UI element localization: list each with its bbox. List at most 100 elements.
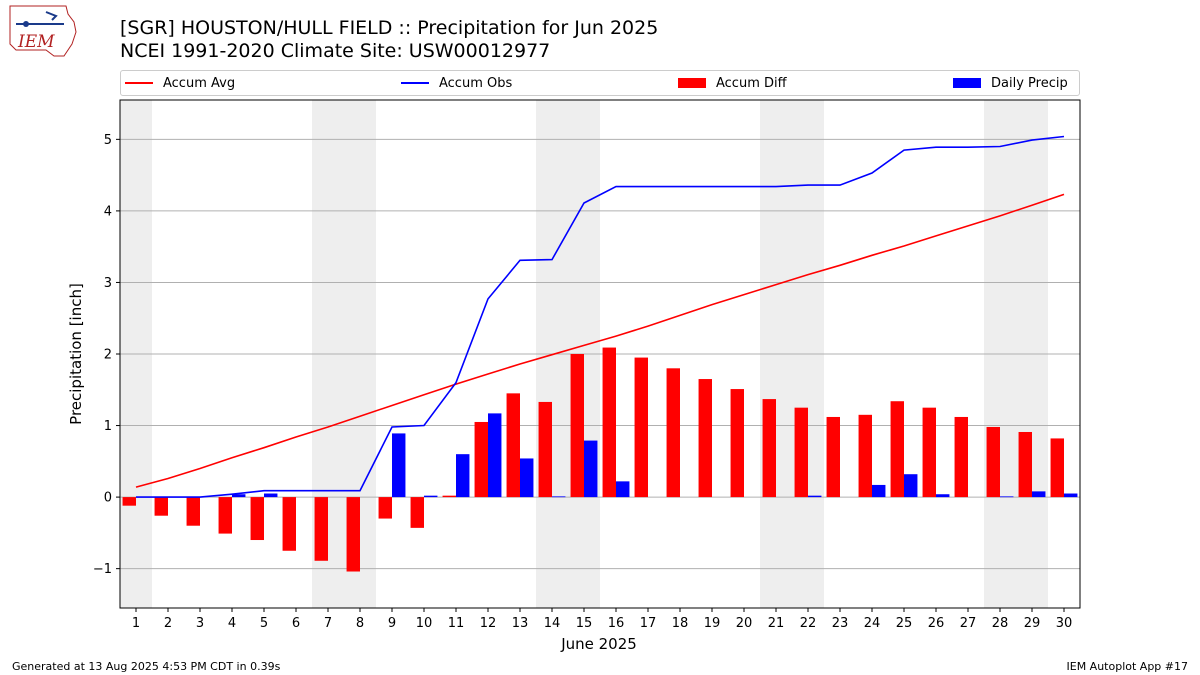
chart-title: [SGR] HOUSTON/HULL FIELD :: Precipitatio… [120, 17, 659, 39]
x-tick-label: 23 [832, 616, 849, 631]
daily-precip-bar [232, 494, 246, 498]
x-tick-label: 7 [324, 616, 332, 631]
accum-diff-bar [602, 347, 616, 498]
daily-precip-bar [392, 433, 406, 498]
accum-diff-bar [442, 495, 456, 498]
x-tick-label: 26 [928, 616, 945, 631]
x-tick-label: 30 [1056, 616, 1073, 631]
x-tick-label: 2 [164, 616, 172, 631]
legend-swatch-accum-avg [125, 82, 153, 84]
x-tick-label: 21 [768, 616, 785, 631]
x-tick-label: 4 [228, 616, 236, 631]
legend-swatch-accum-diff [678, 78, 706, 88]
accum-diff-bar [762, 399, 776, 498]
accum-diff-bar [634, 357, 648, 498]
x-tick-label: 27 [960, 616, 977, 631]
daily-precip-bar [616, 481, 630, 498]
daily-precip-bar [264, 493, 278, 498]
x-tick-label: 9 [388, 616, 396, 631]
legend-swatch-accum-obs [401, 82, 429, 84]
accum-avg-line [135, 193, 1065, 488]
x-tick-label: 13 [512, 616, 529, 631]
accum-diff-bar [954, 416, 968, 498]
plot-frame [119, 99, 1081, 609]
x-tick-label: 6 [292, 616, 300, 631]
y-tick-label: 2 [104, 348, 112, 363]
y-axis-label: Precipitation [inch] [67, 283, 85, 425]
chart-legend: Accum Avg Accum Obs Accum Diff Daily Pre… [120, 70, 1080, 96]
accum-diff-bar [730, 389, 744, 498]
accum-diff-bar [282, 497, 296, 551]
daily-precip-bar [552, 496, 566, 498]
legend-entry-accum-obs: Accum Obs [401, 74, 512, 92]
accum-diff-bar [538, 401, 552, 498]
x-tick-label: 24 [864, 616, 881, 631]
x-tick-label: 11 [448, 616, 465, 631]
x-tick-label: 18 [672, 616, 689, 631]
accum-diff-bar [154, 497, 168, 516]
y-tick-label: 1 [104, 419, 112, 434]
legend-entry-accum-diff: Accum Diff [678, 74, 787, 92]
accum-diff-bar [218, 497, 232, 534]
y-tick-label: 4 [104, 204, 112, 219]
x-tick-label: 19 [704, 616, 721, 631]
daily-precip-bar [904, 474, 918, 498]
daily-precip-bar [1064, 493, 1078, 498]
daily-precip-bar [520, 458, 534, 498]
accum-diff-bar [826, 416, 840, 498]
accum-diff-bar [570, 354, 584, 498]
legend-swatch-daily-precip [953, 78, 981, 88]
accum-diff-bar [1050, 438, 1064, 498]
accum-diff-bar [410, 497, 424, 528]
daily-precip-bar [808, 495, 822, 498]
iem-logo: IEM [9, 5, 77, 57]
daily-precip-bar [936, 494, 950, 498]
x-tick-label: 28 [992, 616, 1009, 631]
accum-obs-line [136, 135, 1065, 498]
app-credit: IEM Autoplot App #17 [1066, 660, 1189, 673]
accum-diff-bar [474, 421, 488, 498]
x-tick-label: 14 [544, 616, 561, 631]
x-tick-label: 1 [132, 616, 140, 631]
x-tick-label: 29 [1024, 616, 1041, 631]
legend-label-accum-diff: Accum Diff [716, 75, 787, 91]
accum-diff-bar [666, 368, 680, 498]
legend-label-daily-precip: Daily Precip [991, 75, 1068, 91]
accum-diff-bar [346, 497, 360, 572]
accum-diff-bar [698, 379, 712, 498]
accum-diff-bar [1018, 431, 1032, 498]
y-tick-label: 0 [104, 491, 112, 506]
accum-diff-bar [122, 497, 136, 506]
weekend-band [760, 100, 824, 608]
x-tick-label: 15 [576, 616, 593, 631]
daily-precip-bar [584, 440, 598, 498]
accum-diff-bar [186, 497, 200, 526]
accum-diff-bar [890, 401, 904, 498]
x-tick-label: 10 [416, 616, 433, 631]
weekend-band [312, 100, 376, 608]
accum-diff-bar [378, 497, 392, 519]
daily-precip-bar [456, 454, 470, 498]
chart-subtitle: NCEI 1991-2020 Climate Site: USW00012977 [120, 40, 551, 62]
x-tick-label: 12 [480, 616, 497, 631]
daily-precip-bar [872, 484, 886, 498]
x-tick-label: 3 [196, 616, 204, 631]
accum-diff-bar [922, 407, 936, 498]
x-tick-label: 20 [736, 616, 753, 631]
legend-entry-daily-precip: Daily Precip [953, 74, 1068, 92]
weekend-band [536, 100, 600, 608]
x-tick-label: 17 [640, 616, 657, 631]
x-tick-label: 25 [896, 616, 913, 631]
accum-diff-bar [506, 393, 520, 498]
accum-diff-bar [858, 414, 872, 498]
x-tick-label: 5 [260, 616, 268, 631]
legend-label-accum-avg: Accum Avg [163, 75, 236, 91]
generated-timestamp: Generated at 13 Aug 2025 4:53 PM CDT in … [12, 660, 281, 673]
x-tick-label: 16 [608, 616, 625, 631]
x-tick-label: 22 [800, 616, 817, 631]
x-tick-label: 8 [356, 616, 364, 631]
legend-entry-accum-avg: Accum Avg [125, 74, 235, 92]
y-tick-label: 3 [104, 276, 112, 291]
y-tick-label: −1 [93, 562, 112, 577]
